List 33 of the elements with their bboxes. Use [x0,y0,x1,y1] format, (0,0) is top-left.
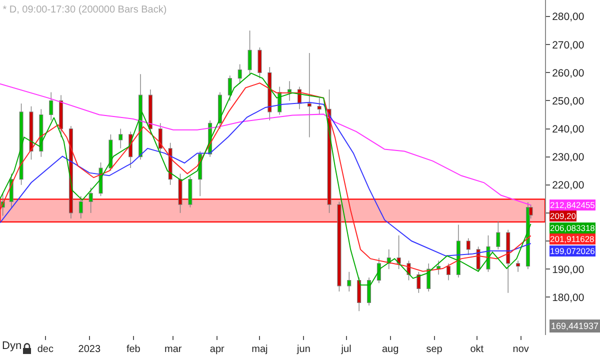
x-tick-label: nov [512,344,529,355]
x-tick-label: dec [37,344,54,355]
x-tick-label: mar [164,344,182,355]
y-tick-label: 220,00 [552,180,584,192]
text: 169,441937 [551,321,599,331]
x-tick-label: apr [210,344,226,355]
annotation: 212,842455 [550,200,596,210]
y-tick-label: 280,00 [552,11,584,24]
y-tick-label: 190,00 [552,264,584,276]
x-tick-label: okt [470,344,484,355]
candlestick [288,81,292,101]
chart-title: * D, 09:00-17:30 (200000 Bars Back) [2,4,167,16]
x-tick-label: aug [382,344,399,355]
y-tick-label: 260,00 [552,67,584,80]
text: Dyn [2,340,22,352]
y-tick-label: 230,00 [552,152,584,164]
x-tick-label: feb [126,344,141,355]
x-tick-label: maj [252,344,268,355]
candlestick [307,53,312,138]
y-tick-label: 270,00 [552,39,584,52]
annotation: 201,911628 [550,234,595,244]
y-tick-label: 250,00 [552,95,584,108]
x-tick-label: jun [296,344,310,355]
y-tick-label: 180,00 [552,292,584,304]
line-series [0,83,532,206]
annotation: 209,20 [550,211,576,221]
candlestick [516,260,520,272]
annotation: 206,083318 [550,223,596,233]
x-tick-label: sep [426,344,443,355]
x-tick-label: 2023 [78,344,101,355]
annotation: 199,072026 [550,246,596,256]
y-tick-label: 240,00 [552,123,584,136]
x-tick-label: jul [340,344,352,355]
